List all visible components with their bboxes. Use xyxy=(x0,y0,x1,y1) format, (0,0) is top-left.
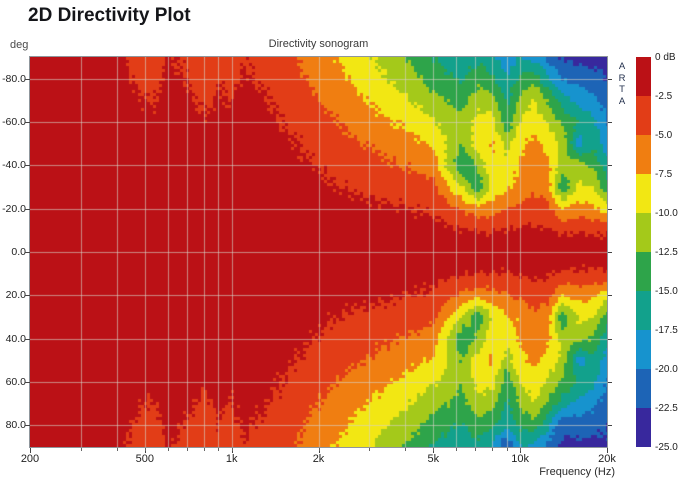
colorbar-segment xyxy=(636,369,651,408)
y-tick-mark-right xyxy=(608,122,612,123)
y-tick-mark-right xyxy=(608,295,612,297)
x-minor-tick-mark xyxy=(369,448,371,451)
colorbar-segment xyxy=(636,291,651,330)
y-tick-mark-left xyxy=(25,78,30,80)
y-tick-label: -40.0 xyxy=(2,159,26,172)
x-tick-label: 1k xyxy=(225,453,238,465)
sonogram-plot-area xyxy=(29,56,608,448)
colorbar-segment xyxy=(636,408,651,447)
colorbar-segment xyxy=(636,96,651,135)
directivity-heatmap-canvas xyxy=(30,57,607,447)
y-tick-mark-right xyxy=(608,382,612,383)
colorbar-segment xyxy=(636,57,651,96)
y-tick-mark-left xyxy=(25,208,30,210)
y-tick-label: 20.0 xyxy=(5,289,26,302)
y-tick-mark-right xyxy=(608,338,612,340)
colorbar-label: -7.5 xyxy=(655,169,673,180)
y-tick-label: -80.0 xyxy=(2,72,26,85)
x-minor-tick-mark xyxy=(186,448,188,451)
x-minor-tick-mark xyxy=(456,448,458,451)
y-axis-unit-label: deg xyxy=(10,39,29,51)
x-minor-tick-mark xyxy=(433,448,435,451)
y-tick-mark-left xyxy=(25,252,30,253)
x-minor-tick-mark xyxy=(506,448,508,451)
colorbar xyxy=(636,57,651,447)
colorbar-segment xyxy=(636,135,651,174)
x-minor-tick-mark xyxy=(475,448,477,451)
x-minor-tick-mark xyxy=(167,448,169,451)
x-tick-label: 5k xyxy=(427,453,440,465)
colorbar-label: -15.0 xyxy=(655,286,678,297)
x-minor-tick-mark xyxy=(231,448,233,451)
colorbar-label: -25.0 xyxy=(655,442,678,453)
colorbar-segment xyxy=(636,174,651,213)
colorbar-label: -20.0 xyxy=(655,364,678,375)
y-tick-mark-left xyxy=(25,382,30,383)
chart-title: Directivity sonogram xyxy=(268,38,369,50)
x-minor-tick-mark xyxy=(116,448,118,451)
x-minor-tick-mark xyxy=(218,448,220,451)
x-minor-tick-mark xyxy=(203,448,205,451)
colorbar-label: -22.5 xyxy=(655,403,678,414)
arta-watermark-letter: T xyxy=(619,84,625,95)
colorbar-label: 0 dB xyxy=(655,52,676,63)
y-tick-label: 60.0 xyxy=(5,376,26,388)
y-tick-mark-left xyxy=(25,338,30,340)
colorbar-label: -17.5 xyxy=(655,325,678,336)
arta-watermark-letter: A xyxy=(618,61,626,72)
x-minor-tick-mark xyxy=(318,448,320,451)
colorbar-label: -5.0 xyxy=(655,130,673,141)
arta-watermark-letter: A xyxy=(618,95,626,107)
colorbar-label: -12.5 xyxy=(655,247,678,258)
x-minor-tick-mark xyxy=(520,448,522,451)
y-tick-mark-left xyxy=(25,425,30,427)
colorbar-segment xyxy=(636,330,651,369)
x-tick-mark xyxy=(607,448,608,453)
x-minor-tick-mark xyxy=(492,448,494,451)
x-tick-label: 20k xyxy=(598,453,616,465)
colorbar-label: -10.0 xyxy=(655,208,678,219)
y-tick-mark-right xyxy=(608,425,612,427)
x-tick-mark xyxy=(30,448,31,453)
y-tick-mark-left xyxy=(25,165,30,167)
arta-watermark-letter: R xyxy=(618,72,626,84)
x-tick-label: 10k xyxy=(511,453,530,465)
y-tick-label: -60.0 xyxy=(2,116,26,128)
y-tick-mark-left xyxy=(25,295,30,297)
y-tick-mark-right xyxy=(608,165,612,167)
y-tick-mark-right xyxy=(608,78,612,80)
y-tick-label: 0.0 xyxy=(11,246,26,258)
y-tick-label: 40.0 xyxy=(5,332,26,345)
x-tick-label: 200 xyxy=(20,453,40,465)
colorbar-segment xyxy=(636,213,651,252)
page-title: 2D Directivity Plot xyxy=(28,5,191,26)
y-tick-label: 80.0 xyxy=(5,419,26,432)
x-tick-label: 500 xyxy=(135,453,154,465)
x-minor-tick-mark xyxy=(405,448,407,451)
y-tick-mark-left xyxy=(25,122,30,123)
x-minor-tick-mark xyxy=(80,448,82,451)
y-tick-label: -20.0 xyxy=(2,202,26,215)
x-axis-label: Frequency (Hz) xyxy=(539,466,615,478)
y-tick-mark-right xyxy=(608,208,612,210)
colorbar-segment xyxy=(636,252,651,291)
x-minor-tick-mark xyxy=(144,448,146,451)
colorbar-label: -2.5 xyxy=(655,91,673,102)
x-tick-label: 2k xyxy=(312,453,325,465)
y-tick-mark-right xyxy=(608,252,612,253)
